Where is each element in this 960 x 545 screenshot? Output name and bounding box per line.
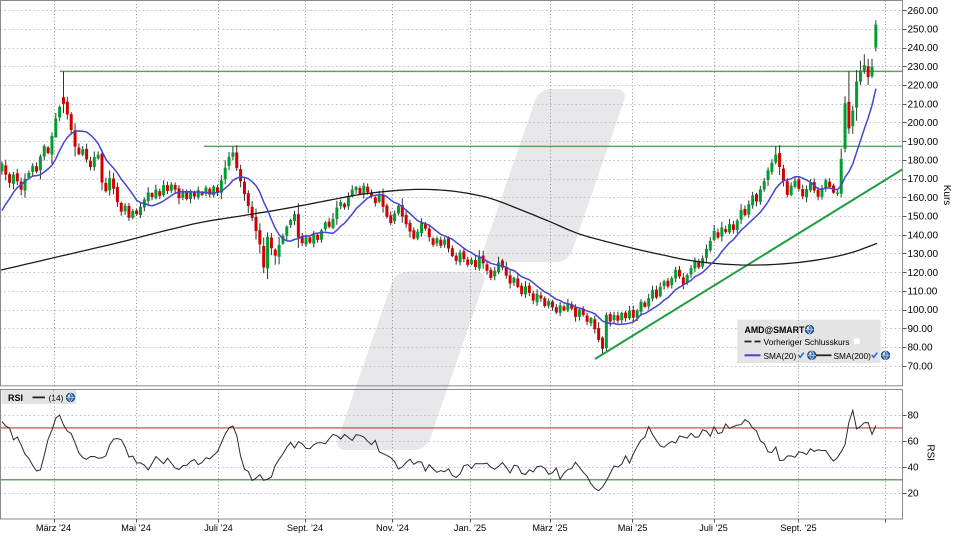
svg-text:RSI: RSI [8, 393, 23, 403]
svg-text:180.00: 180.00 [908, 156, 939, 167]
svg-text:70.00: 70.00 [908, 361, 933, 372]
svg-text:AMD@SMART: AMD@SMART [745, 325, 806, 335]
svg-text:190.00: 190.00 [908, 137, 939, 148]
svg-text:Juli ’25: Juli ’25 [699, 523, 728, 533]
svg-text:SMA(20): SMA(20) [764, 351, 797, 361]
svg-text:März ’25: März ’25 [532, 523, 567, 533]
svg-text:Kurs: Kurs [941, 185, 952, 206]
svg-text:20: 20 [908, 488, 920, 499]
svg-text:Vorheriger Schlusskurs: Vorheriger Schlusskurs [764, 337, 850, 347]
svg-text:Sept. ’24: Sept. ’24 [287, 523, 323, 533]
svg-text:230.00: 230.00 [908, 62, 939, 73]
svg-text:Mai ’25: Mai ’25 [618, 523, 648, 533]
svg-text:210.00: 210.00 [908, 99, 939, 110]
svg-text:Sept. ’25: Sept. ’25 [780, 523, 816, 533]
svg-text:250.00: 250.00 [908, 25, 939, 36]
svg-text:Juli ’24: Juli ’24 [204, 523, 233, 533]
svg-text:März ’24: März ’24 [36, 523, 71, 533]
svg-text:90.00: 90.00 [908, 324, 933, 335]
svg-text:60: 60 [908, 437, 920, 448]
svg-text:Nov. ’24: Nov. ’24 [376, 523, 409, 533]
svg-text:Jan. ’25: Jan. ’25 [454, 523, 486, 533]
svg-text:170.00: 170.00 [908, 174, 939, 185]
svg-text:220.00: 220.00 [908, 81, 939, 92]
svg-text:40: 40 [908, 462, 920, 473]
svg-text:110.00: 110.00 [908, 287, 938, 298]
svg-text:RSI: RSI [925, 444, 936, 461]
svg-text:140.00: 140.00 [908, 230, 939, 241]
svg-text:80: 80 [908, 411, 920, 422]
svg-text:Mai ’24: Mai ’24 [121, 523, 151, 533]
svg-text:(14): (14) [49, 393, 64, 403]
svg-text:80.00: 80.00 [908, 343, 933, 354]
svg-text:160.00: 160.00 [908, 193, 939, 204]
svg-text:100.00: 100.00 [908, 305, 939, 316]
svg-text:130.00: 130.00 [908, 249, 939, 260]
svg-text:260.00: 260.00 [908, 6, 939, 17]
svg-text:240.00: 240.00 [908, 43, 939, 54]
svg-text:200.00: 200.00 [908, 118, 939, 129]
svg-text:SMA(200): SMA(200) [834, 351, 872, 361]
svg-text:150.00: 150.00 [908, 212, 939, 223]
svg-text:120.00: 120.00 [908, 268, 939, 279]
